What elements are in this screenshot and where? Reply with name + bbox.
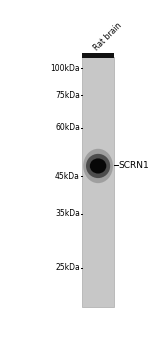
Text: 45kDa: 45kDa — [55, 172, 80, 181]
Ellipse shape — [90, 159, 106, 174]
Text: 60kDa: 60kDa — [55, 123, 80, 132]
Text: 25kDa: 25kDa — [55, 263, 80, 272]
Text: 35kDa: 35kDa — [55, 209, 80, 218]
Text: 75kDa: 75kDa — [55, 91, 80, 100]
Text: Rat brain: Rat brain — [92, 21, 123, 52]
Ellipse shape — [83, 149, 113, 183]
Bar — [82, 57, 114, 307]
Text: 100kDa: 100kDa — [50, 64, 80, 73]
Text: SCRN1: SCRN1 — [119, 161, 149, 170]
Bar — [82, 53, 114, 58]
Ellipse shape — [86, 154, 110, 178]
